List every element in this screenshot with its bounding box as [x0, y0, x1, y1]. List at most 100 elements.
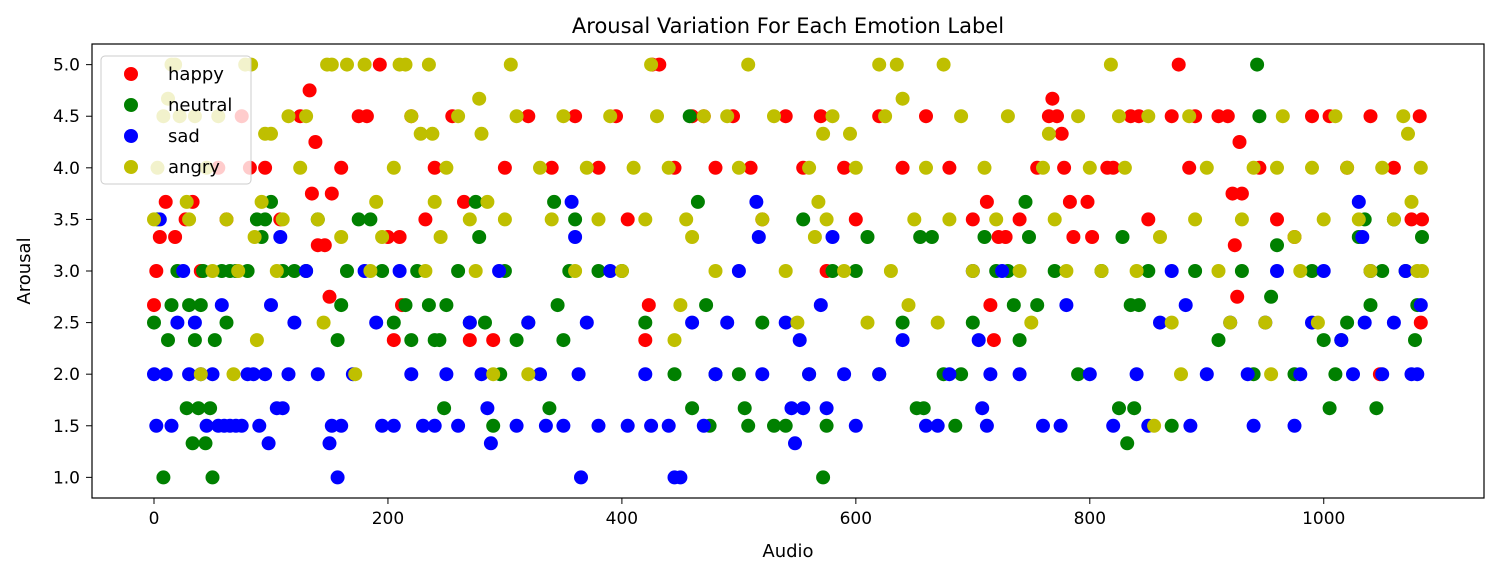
point-happy-3	[158, 194, 173, 209]
point-neutral-114	[1211, 333, 1226, 348]
point-sad-39	[386, 418, 401, 433]
point-neutral-50	[486, 418, 501, 433]
point-neutral-120	[1270, 238, 1284, 253]
point-angry-143	[1287, 230, 1302, 244]
point-angry-36	[357, 57, 372, 72]
point-happy-37	[497, 160, 512, 175]
point-neutral-98	[1012, 333, 1027, 348]
point-angry-88	[802, 160, 817, 175]
point-neutral-135	[1408, 333, 1422, 348]
point-angry-142	[1275, 109, 1290, 124]
point-angry-89	[807, 230, 822, 244]
point-neutral-43	[437, 401, 452, 416]
y-tick-label-2: 2.0	[53, 365, 80, 385]
x-tick-label-4: 800	[1074, 509, 1106, 529]
point-angry-141	[1270, 160, 1284, 175]
point-angry-65	[568, 264, 583, 278]
point-happy-40	[568, 109, 583, 124]
point-neutral-117	[1250, 57, 1265, 72]
point-angry-127	[1141, 109, 1156, 124]
point-happy-92	[1220, 109, 1235, 124]
point-sad-33	[330, 470, 345, 485]
point-neutral-42	[432, 333, 447, 348]
point-sad-96	[979, 418, 994, 433]
point-sad-17	[234, 418, 249, 433]
point-happy-32	[427, 160, 442, 175]
point-happy-95	[1230, 289, 1245, 304]
point-angry-7	[179, 194, 194, 209]
point-angry-43	[404, 109, 419, 124]
point-angry-139	[1258, 315, 1273, 330]
point-happy-17	[308, 135, 323, 149]
point-neutral-63	[638, 315, 653, 330]
point-sad-77	[778, 315, 793, 330]
point-happy-106	[1386, 160, 1401, 175]
point-angry-60	[509, 109, 524, 124]
point-sad-78	[784, 401, 799, 416]
legend-label-happy: happy	[168, 64, 224, 85]
point-neutral-38	[404, 333, 419, 348]
point-sad-122	[1346, 367, 1360, 382]
point-angry-21	[254, 194, 269, 209]
point-neutral-2	[156, 470, 171, 485]
point-happy-65	[965, 212, 980, 227]
point-angry-96	[848, 160, 863, 175]
point-sad-30	[310, 367, 325, 382]
point-neutral-53	[509, 333, 524, 348]
point-sad-111	[1199, 367, 1214, 382]
point-sad-84	[819, 401, 834, 416]
point-neutral-122	[1305, 264, 1319, 278]
point-angry-15	[226, 367, 241, 382]
point-neutral-10	[191, 401, 206, 416]
point-neutral-137	[1415, 230, 1429, 244]
point-happy-38	[521, 109, 536, 124]
point-sad-51	[509, 418, 524, 433]
point-sad-116	[1270, 264, 1284, 278]
point-sad-128	[1386, 315, 1401, 330]
point-sad-71	[708, 367, 723, 382]
point-neutral-15	[205, 470, 220, 485]
point-angry-72	[644, 57, 659, 72]
point-sad-50	[492, 264, 507, 278]
point-neutral-94	[977, 230, 992, 244]
point-angry-107	[936, 57, 951, 72]
point-happy-2	[152, 230, 167, 244]
point-angry-24	[269, 264, 284, 278]
point-sad-105	[1129, 367, 1144, 382]
point-happy-60	[848, 212, 863, 227]
point-angry-74	[661, 160, 676, 175]
point-sad-132	[1413, 298, 1428, 313]
point-sad-73	[731, 264, 746, 278]
point-neutral-44	[439, 298, 454, 313]
point-happy-67	[983, 298, 998, 313]
point-angry-117	[1041, 126, 1056, 141]
point-happy-22	[334, 160, 349, 175]
point-sad-123	[1351, 194, 1366, 209]
point-sad-88	[872, 367, 887, 382]
point-angry-71	[638, 212, 653, 227]
legend-label-neutral: neutral	[168, 95, 232, 116]
point-sad-3	[158, 367, 173, 382]
point-happy-99	[1270, 212, 1284, 227]
point-sad-26	[275, 401, 290, 416]
point-happy-36	[486, 333, 501, 348]
point-sad-118	[1293, 367, 1308, 382]
point-sad-125	[1357, 315, 1372, 330]
point-angry-116	[1036, 160, 1050, 175]
point-angry-144	[1293, 264, 1308, 278]
point-sad-129	[1398, 264, 1413, 278]
point-sad-103	[1082, 367, 1097, 382]
point-neutral-30	[330, 333, 345, 348]
point-angry-26	[281, 109, 296, 124]
legend-label-sad: sad	[168, 126, 200, 147]
point-angry-69	[614, 264, 629, 278]
point-neutral-14	[203, 401, 218, 416]
point-neutral-130	[1363, 298, 1378, 313]
point-happy-108	[1412, 109, 1427, 124]
point-sad-83	[813, 298, 828, 313]
point-angry-34	[340, 57, 354, 72]
x-tick-label-0: 0	[149, 509, 160, 529]
point-neutral-100	[1022, 230, 1036, 244]
point-sad-6	[176, 264, 191, 278]
point-neutral-36	[386, 315, 401, 330]
